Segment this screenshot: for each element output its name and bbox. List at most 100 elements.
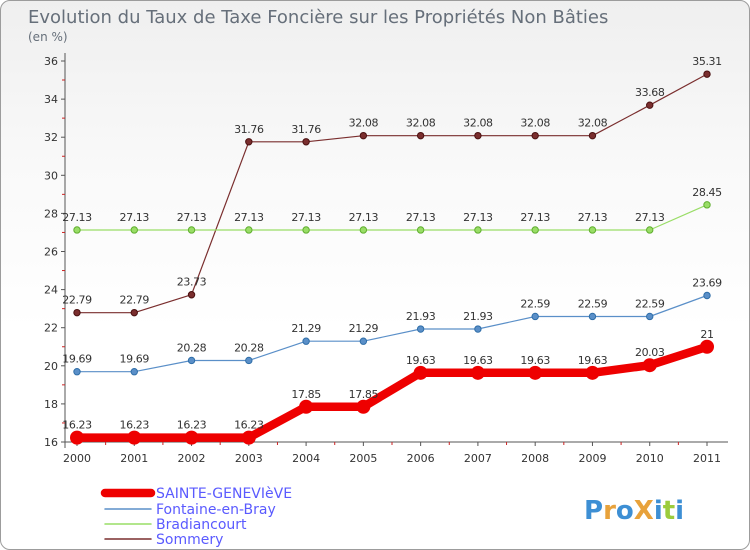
chart-unit-label: (en %): [28, 30, 68, 44]
data-point: [588, 226, 597, 234]
data-point: [302, 226, 310, 234]
data-label: 27.13: [520, 211, 550, 224]
logo-letter: t: [663, 496, 675, 526]
x-tick-label: 2002: [178, 452, 206, 465]
logo-letter: i: [654, 496, 663, 526]
data-label: 32.08: [578, 117, 608, 130]
data-point: [416, 226, 425, 234]
data-label: 19.63: [520, 354, 550, 367]
data-label: 27.13: [349, 211, 379, 224]
chart-title: Evolution du Taux de Taxe Foncière sur l…: [28, 7, 608, 28]
series-layer: [70, 70, 714, 445]
data-point: [302, 138, 310, 146]
data-label: 27.13: [234, 211, 264, 224]
data-label: 20.03: [635, 346, 665, 359]
data-label: 33.68: [635, 86, 665, 99]
data-label: 21: [700, 328, 713, 341]
data-point: [245, 226, 253, 234]
data-point: [703, 291, 711, 300]
proxiti-logo-text: ProXiti: [584, 496, 684, 526]
data-point: [703, 70, 711, 78]
data-label: 19.69: [120, 353, 150, 366]
data-point: [187, 291, 196, 299]
data-label: 16.23: [177, 419, 207, 432]
data-point: [646, 101, 654, 109]
data-point: [588, 312, 597, 321]
data-label: 22.59: [635, 297, 665, 310]
data-label: 32.08: [463, 117, 493, 130]
data-point: [187, 356, 196, 365]
axes: 16 18 20 22 24 26 28 30 32 34 36 2000 2001 2002 2003 20…: [44, 53, 728, 465]
data-label: 16.23: [120, 419, 150, 432]
data-point: [245, 356, 253, 365]
data-label: 23.69: [692, 277, 722, 290]
data-label: 27.13: [463, 211, 493, 224]
data-label: 32.08: [349, 117, 379, 130]
y-tick-label: 24: [44, 284, 58, 297]
series-line: [76, 73, 708, 314]
data-point: [130, 226, 138, 234]
data-point: [302, 337, 310, 345]
x-tick-label: 2000: [63, 452, 91, 465]
data-label: 23.73: [177, 276, 207, 289]
series-line: [76, 204, 708, 231]
x-tick-label: 2011: [693, 452, 721, 465]
data-label: 21.93: [406, 310, 436, 323]
series-fontaine-en-bray: [73, 291, 711, 376]
data-point: [130, 368, 138, 376]
data-labels: 16.23 16.23 16.23 16.23 17.85 17.85 19.63 19.63…: [62, 55, 722, 431]
x-tick-label: 2006: [407, 452, 435, 465]
data-point: [531, 226, 539, 234]
legend-label: SAINTE-GENEVIèVE: [156, 486, 292, 502]
data-label: 19.69: [62, 353, 92, 366]
legend-label: Bradiancourt: [156, 517, 247, 533]
y-tick-label: 16: [44, 436, 58, 449]
y-tick-label: 30: [44, 169, 58, 182]
data-point: [474, 325, 482, 333]
data-label: 27.13: [635, 211, 665, 224]
data-label: 22.59: [520, 297, 550, 310]
legend-label: Fontaine-en-Bray: [156, 502, 276, 518]
data-label: 21.93: [463, 310, 493, 323]
data-label: 22.79: [62, 294, 92, 307]
data-point: [359, 337, 368, 345]
data-point: [531, 131, 539, 140]
data-label: 16.23: [234, 419, 264, 432]
data-label: 20.28: [234, 341, 264, 354]
data-point: [528, 365, 543, 380]
y-tick-label: 34: [44, 93, 58, 106]
data-label: 27.13: [406, 211, 436, 224]
y-tick-label: 32: [44, 131, 58, 144]
legend: SAINTE-GENEVIèVEFontaine-en-BrayBradianc…: [100, 486, 292, 548]
logo-letter: o: [616, 496, 634, 526]
data-label: 27.13: [177, 211, 207, 224]
data-label: 19.63: [463, 354, 493, 367]
data-point: [299, 399, 314, 414]
series-line: [76, 294, 708, 373]
logo-letter: X: [634, 496, 654, 526]
logo-letter: P: [584, 496, 603, 526]
data-point: [130, 308, 138, 317]
x-tick-label: 2005: [349, 452, 377, 465]
data-point: [70, 430, 84, 445]
data-point: [585, 365, 600, 380]
data-point: [73, 226, 81, 234]
data-label: 35.31: [692, 55, 722, 68]
data-point: [73, 368, 81, 376]
data-point: [359, 131, 368, 140]
data-point: [474, 226, 482, 234]
data-point: [642, 358, 657, 373]
data-point: [245, 138, 253, 146]
y-tick-label: 26: [44, 246, 58, 259]
data-point: [470, 365, 485, 380]
data-point: [416, 325, 425, 333]
legend-label: Sommery: [156, 532, 223, 548]
data-point: [646, 312, 654, 321]
data-label: 17.85: [291, 388, 321, 401]
data-point: [127, 430, 142, 445]
data-label: 27.13: [62, 211, 92, 224]
x-tick-label: 2009: [578, 452, 606, 465]
data-label: 22.59: [578, 297, 608, 310]
data-label: 20.28: [177, 341, 207, 354]
